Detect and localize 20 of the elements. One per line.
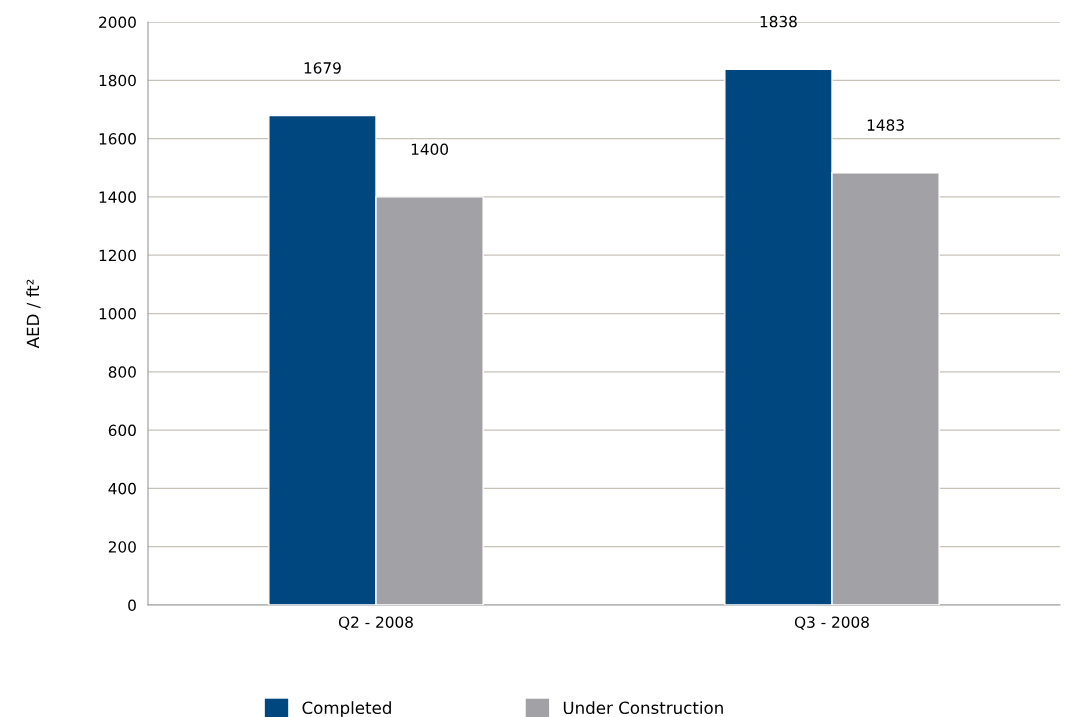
data-label: 1838 xyxy=(760,15,797,28)
y-tick-label: 1000 xyxy=(99,307,136,320)
y-tick-label: 600 xyxy=(108,424,136,437)
y-tick-label: 1400 xyxy=(99,191,136,203)
x-tick-label: Q2 - 2008 xyxy=(338,616,413,630)
y-tick-label: 400 xyxy=(108,482,136,495)
data-label: 1400 xyxy=(411,143,449,156)
y-axis-title: AED / ft² xyxy=(26,279,41,349)
y-tick-label: 0 xyxy=(128,599,136,612)
x-tick-label: Q3 - 2008 xyxy=(794,616,869,630)
data-label: 1483 xyxy=(867,119,904,131)
y-tick-label: 1800 xyxy=(99,74,136,87)
y-tick-label: 200 xyxy=(108,541,136,553)
y-tick-label: 2000 xyxy=(99,16,136,29)
y-tick-label: 1600 xyxy=(99,133,136,145)
legend-label: Under Construction xyxy=(563,701,723,715)
y-tick-label: 1200 xyxy=(99,249,136,262)
y-tick-label: 800 xyxy=(108,366,136,378)
legend-label: Completed xyxy=(302,701,391,717)
data-label: 1679 xyxy=(304,62,341,74)
